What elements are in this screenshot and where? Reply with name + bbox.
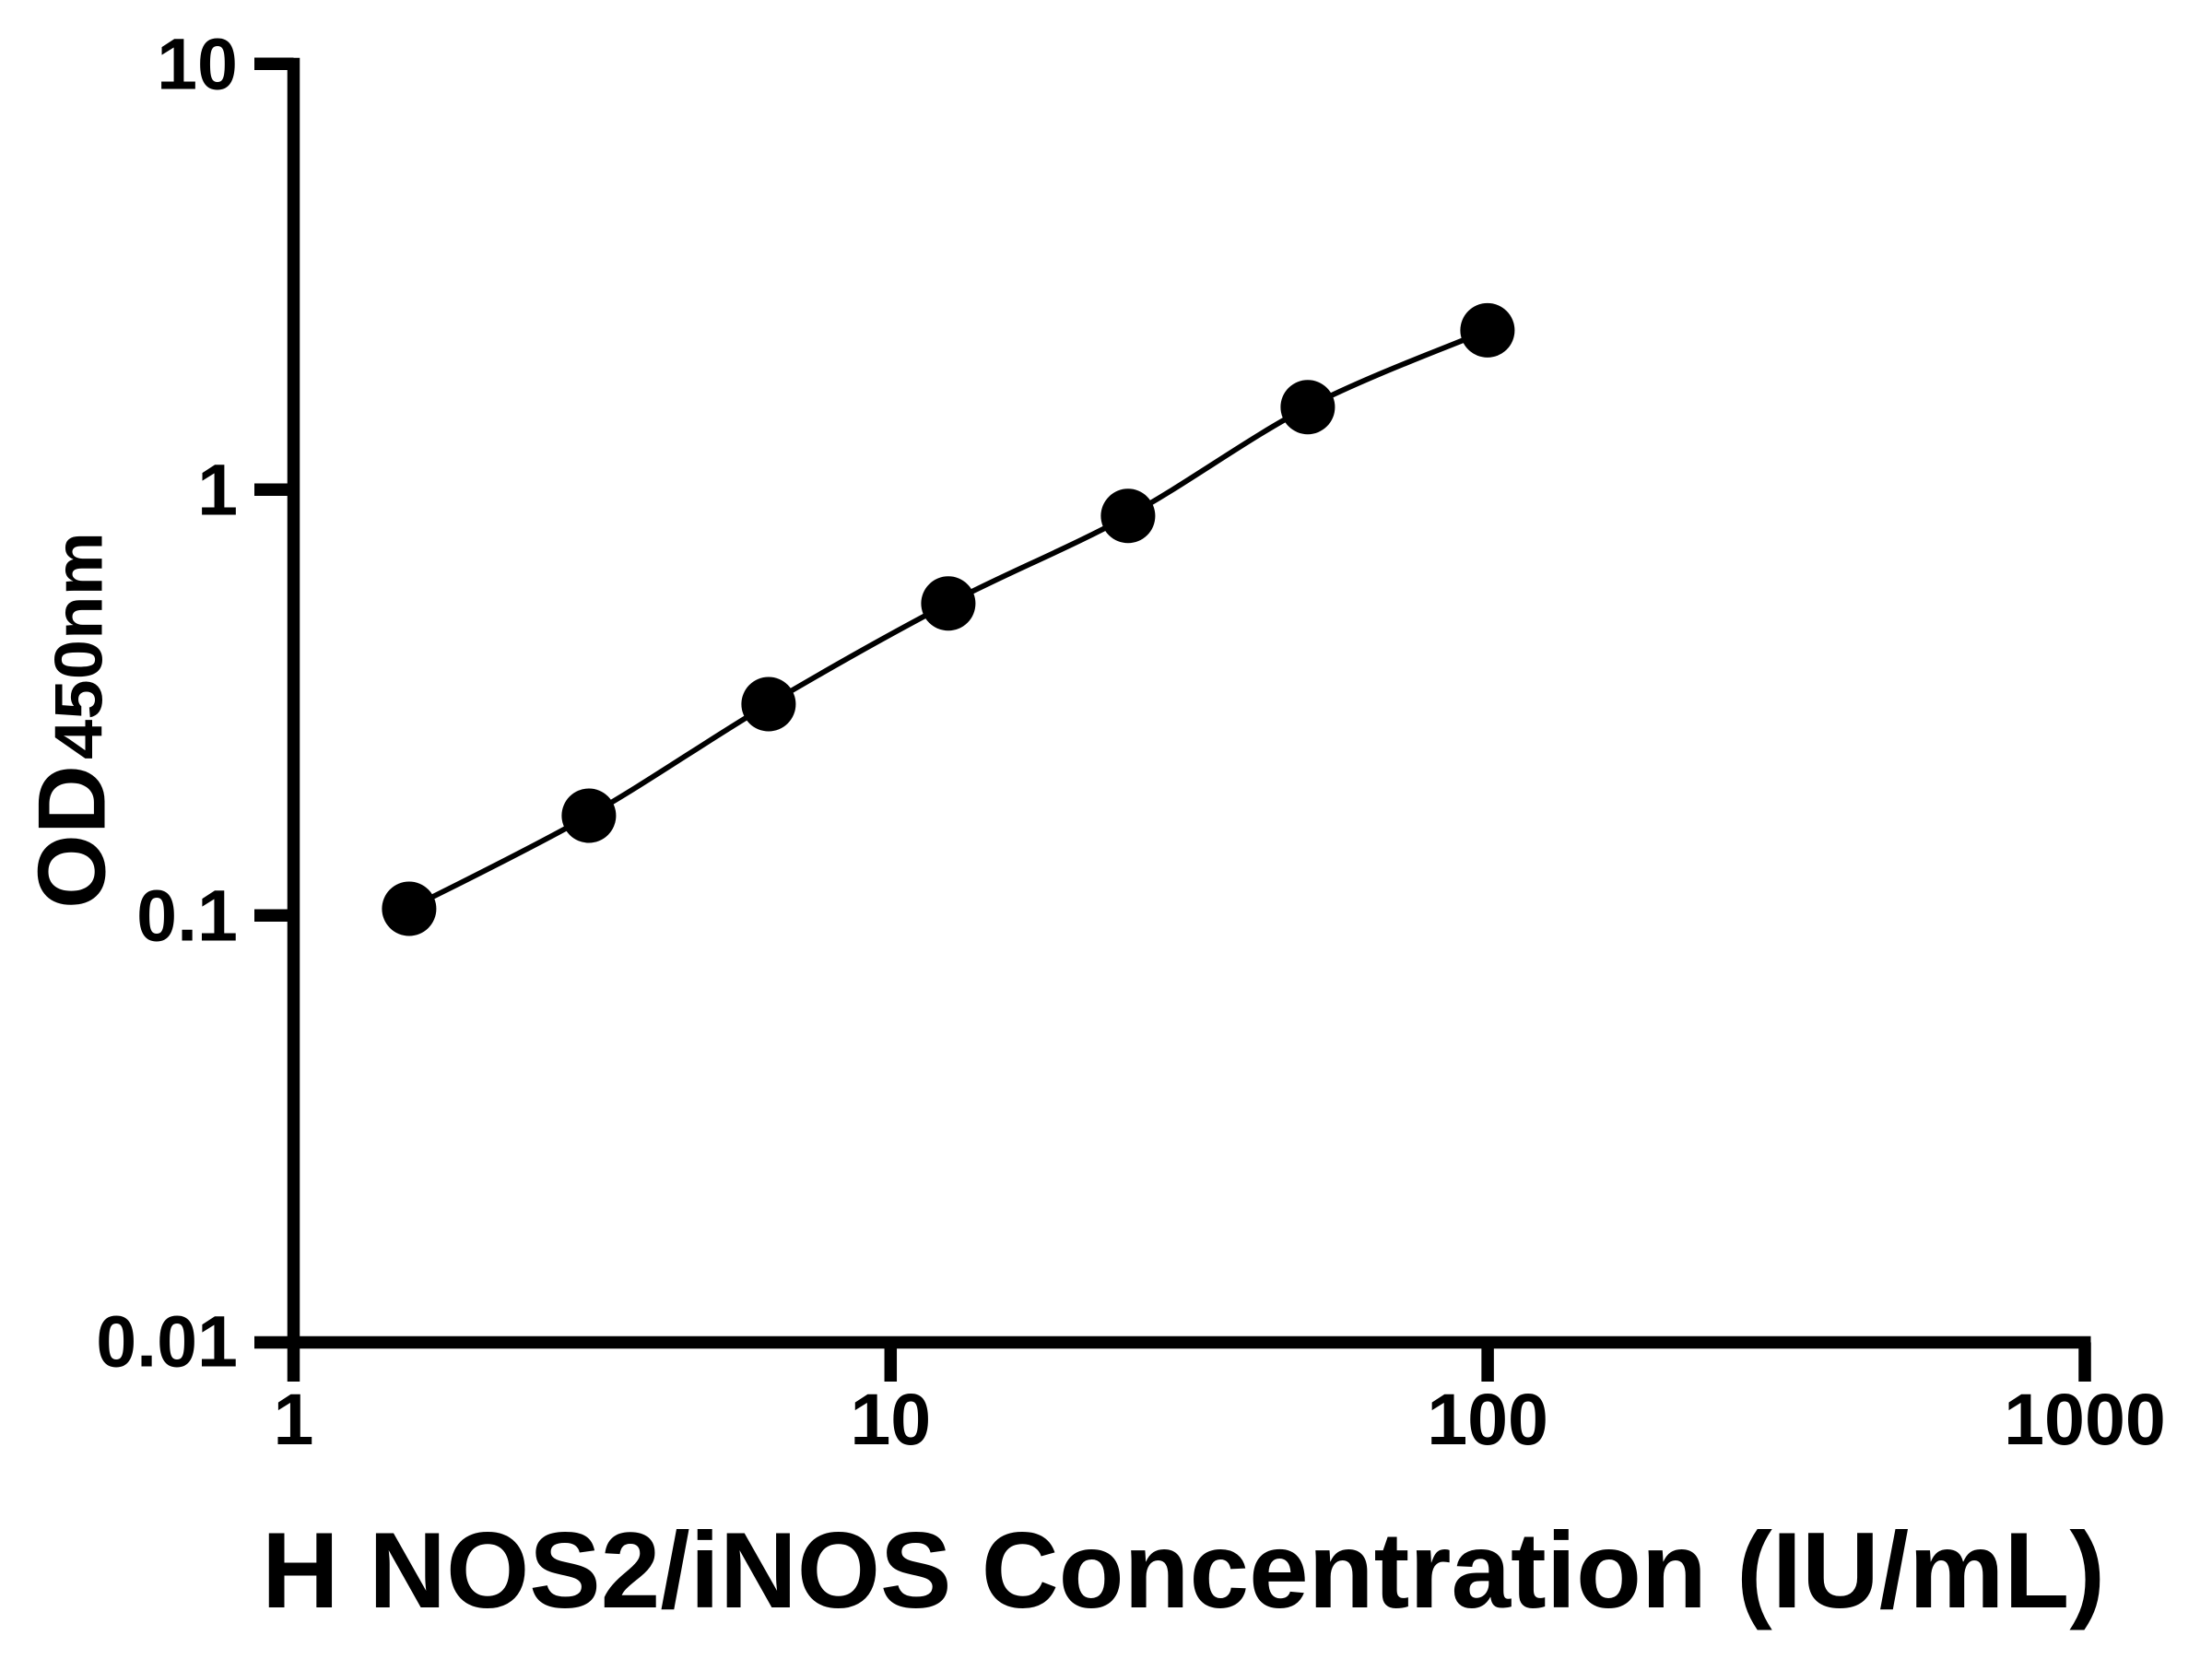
svg-text:H NOS2/iNOS Concentration (IU/: H NOS2/iNOS Concentration (IU/mL) [262, 1510, 2105, 1630]
svg-text:10: 10 [850, 1378, 931, 1460]
svg-text:100: 100 [1427, 1378, 1548, 1460]
svg-text:450nm: 450nm [41, 532, 117, 759]
svg-text:OD: OD [19, 765, 126, 909]
svg-text:1: 1 [274, 1378, 314, 1460]
svg-text:0.1: 0.1 [136, 874, 238, 956]
svg-text:1000: 1000 [2004, 1378, 2166, 1460]
svg-text:1: 1 [197, 448, 238, 530]
svg-text:10: 10 [157, 22, 238, 104]
svg-text:0.01: 0.01 [96, 1300, 238, 1382]
